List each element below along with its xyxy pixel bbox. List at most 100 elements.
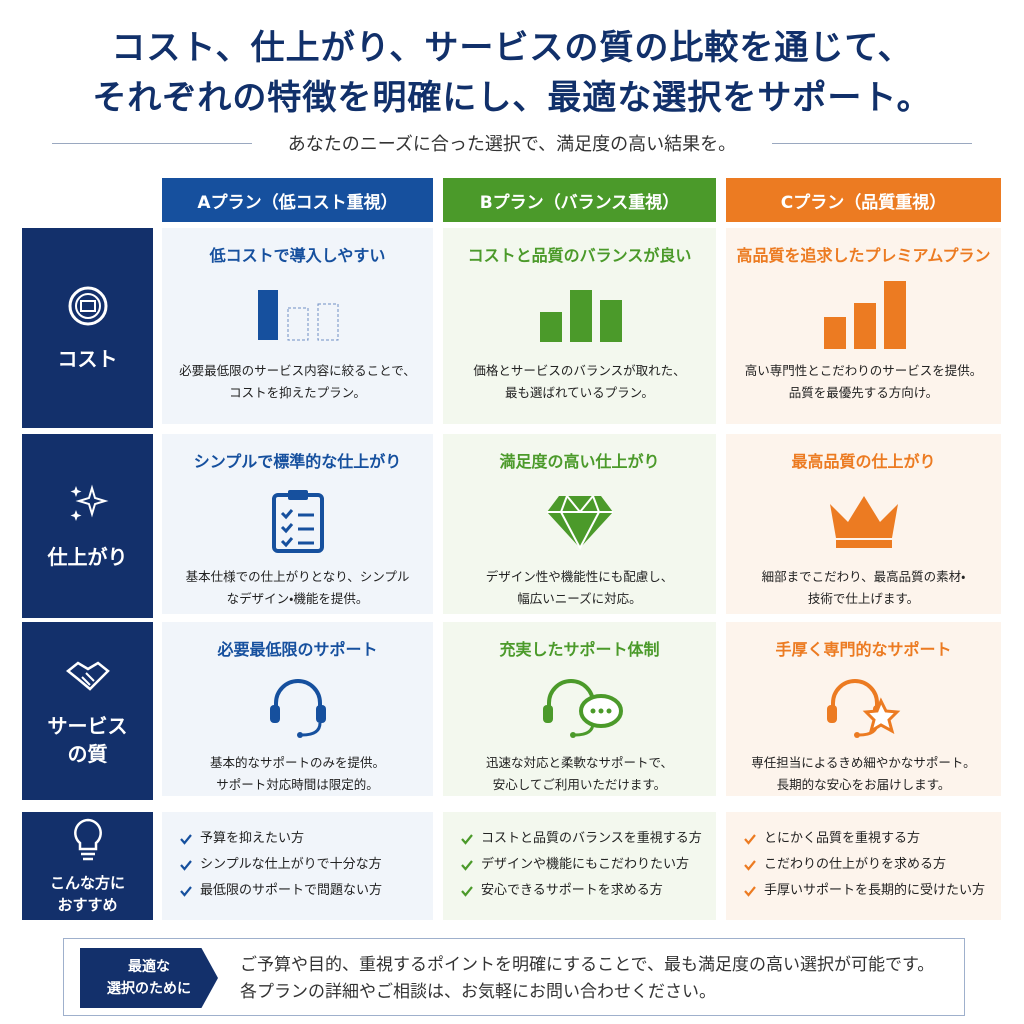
cell-description: 高い専門性とこだわりのサービスを提供。 xyxy=(744,363,983,378)
icon xyxy=(829,496,898,548)
cell-icon xyxy=(535,668,625,746)
icon xyxy=(180,860,192,871)
cell-description: コストを抑えたプラン。 xyxy=(229,385,366,400)
icon xyxy=(70,484,108,521)
recommend-text: 最低限のサポートで問題ない方 xyxy=(200,883,383,898)
comparison-cell: 充実したサポート体制迅速な対応と柔軟なサポートで、 安心してご利用いただけます。 xyxy=(443,622,716,796)
badge-line: 選択のために xyxy=(107,981,191,997)
title-line: コスト、仕上がり、サービスの質の比較を通じて、 xyxy=(111,28,913,68)
cell-description: 最も選ばれているプラン。 xyxy=(505,385,654,400)
check-icon xyxy=(180,885,192,897)
footer-line: ご予算や目的、重視するポイントを明確にすることで、最も満足度の高い選択が可能です… xyxy=(240,955,935,975)
cell-description: なデザイン・機能を提供。 xyxy=(226,591,369,606)
icon xyxy=(68,286,107,325)
icon xyxy=(546,495,613,550)
plan-header: Bプラン（バランス重視） xyxy=(443,178,716,222)
row-label-line: こんな方に xyxy=(49,874,125,892)
comparison-cell: コストと品質のバランスが良い価格とサービスのバランスが取れた、 最も選ばれているプ… xyxy=(443,228,716,424)
cell-icon xyxy=(268,480,328,560)
recommend-text: デザインや機能にもこだわりたい方 xyxy=(481,857,690,872)
comparison-cell: シンプルで標準的な仕上がり 基本仕様での仕上がりとなり、シンプル なデザイン・機能を… xyxy=(162,434,433,614)
row-label-line: おすすめ xyxy=(57,896,118,914)
row-label: こんな方に おすすめ xyxy=(22,812,153,920)
row-label-line: 仕上がり xyxy=(47,544,128,569)
row-label: 仕上がり xyxy=(22,434,153,618)
check-icon xyxy=(744,859,756,871)
row-icon xyxy=(64,655,112,702)
cell-heading: 最高品質の仕上がり xyxy=(791,452,936,471)
plan-header: Cプラン（品質重視） xyxy=(726,178,1001,222)
cell-heading: 低コストで導入しやすい xyxy=(209,246,386,265)
recommend-item: 手厚いサポートを長期的に受けたい方 xyxy=(744,878,1001,904)
icon xyxy=(461,886,473,897)
cell-description: デザイン性や機能性にも配慮し、 xyxy=(485,569,674,584)
recommend-text: 予算を抑えたい方 xyxy=(200,831,305,846)
cell-description: 基本的なサポートのみを提供。 xyxy=(209,755,385,770)
recommend-text: 手厚いサポートを長期的に受けたい方 xyxy=(764,883,986,898)
recommend-item: とにかく品質を重視する方 xyxy=(744,826,1001,852)
recommend-cell: 予算を抑えたい方シンプルな仕上がりで十分な方 最低限のサポートで問題ない方 xyxy=(162,812,433,920)
divider xyxy=(772,143,972,144)
check-icon xyxy=(461,885,473,897)
icon xyxy=(257,290,338,341)
badge-line: 最適な xyxy=(128,959,170,975)
recommend-text: こだわりの仕上がりを求める方 xyxy=(764,857,947,872)
cell-description: 迅速な対応と柔軟なサポートで、 xyxy=(485,755,673,770)
cell-icon xyxy=(814,274,914,354)
icon xyxy=(539,290,622,342)
comparison-cell: 低コストで導入しやすい 必要最低限のサービス内容に絞ることで、 コストを抑えたプラン… xyxy=(162,228,433,424)
comparison-cell: 最高品質の仕上がり 細部までこだわり、最高品質の素材・ 技術で仕上げます。 xyxy=(726,434,1001,614)
check-icon xyxy=(461,859,473,871)
recommend-text: 安心できるサポートを求める方 xyxy=(481,883,663,898)
icon xyxy=(542,679,623,738)
cell-heading: 高品質を追求したプレミアムプラン xyxy=(736,246,991,265)
cell-description: 基本仕様での仕上がりとなり、シンプル xyxy=(185,569,410,584)
row-icon xyxy=(68,816,108,868)
recommend-text: コストと品質のバランスを重視する方 xyxy=(481,831,702,846)
icon xyxy=(823,281,906,349)
cell-description: サポート対応時間は限定的。 xyxy=(216,777,379,792)
check-icon xyxy=(744,885,756,897)
cell-description: 安心してご利用いただけます。 xyxy=(492,777,667,792)
icon xyxy=(180,886,192,897)
cell-heading: 必要最低限のサポート xyxy=(217,640,378,659)
icon xyxy=(461,834,473,845)
recommend-text: シンプルな仕上がりで十分な方 xyxy=(200,857,382,872)
footer-line: 各プランの詳細やご相談は、お気軽にお問い合わせください。 xyxy=(240,982,716,1002)
recommend-cell: とにかく品質を重視する方こだわりの仕上がりを求める方手厚いサポートを長期的に受け… xyxy=(726,812,1001,920)
cell-icon xyxy=(262,668,334,746)
cell-icon xyxy=(545,480,615,560)
comparison-cell: 高品質を追求したプレミアムプラン高い専門性とこだわりのサービスを提供。 品質を最優… xyxy=(726,228,1001,424)
cell-heading: 充実したサポート体制 xyxy=(499,640,660,659)
recommend-item: こだわりの仕上がりを求める方 xyxy=(744,852,1001,878)
cell-description: 長期的な安心をお届けします。 xyxy=(776,777,951,792)
cell-description: 品質を最優先する方向け。 xyxy=(788,385,939,400)
check-icon xyxy=(180,859,192,871)
recommend-item: デザインや機能にもこだわりたい方 xyxy=(461,852,716,878)
row-icon xyxy=(66,482,110,533)
subtitle: あなたのニーズに合った選択で、満足度の高い結果を。 xyxy=(287,134,737,155)
row-label-line: コスト xyxy=(57,346,118,371)
recommend-item: 安心できるサポートを求める方 xyxy=(461,878,716,904)
check-icon xyxy=(180,833,192,845)
cell-heading: コストと品質のバランスが良い xyxy=(467,246,692,265)
row-label: サービス の質 xyxy=(22,622,153,800)
cell-description: 価格とサービスのバランスが取れた、 xyxy=(473,363,686,378)
icon xyxy=(744,886,756,897)
row-label-line: の質 xyxy=(67,741,108,766)
comparison-cell: 必要最低限のサポート基本的なサポートのみを提供。 サポート対応時間は限定的。 xyxy=(162,622,433,796)
icon xyxy=(269,679,326,738)
recommend-item: 予算を抑えたい方 xyxy=(180,826,433,852)
comparison-cell: 手厚く専門的なサポート 専任担当によるきめ細やかなサポート。 長期的な安心をお届けし… xyxy=(726,622,1001,796)
icon xyxy=(744,834,756,845)
divider xyxy=(52,143,252,144)
icon xyxy=(65,660,110,691)
icon xyxy=(271,490,324,553)
plan-header: Aプラン（低コスト重視） xyxy=(162,178,433,222)
icon xyxy=(73,818,102,861)
icon xyxy=(826,679,900,738)
cell-description: 細部までこだわり、最高品質の素材・ xyxy=(761,569,966,584)
recommend-item: コストと品質のバランスを重視する方 xyxy=(461,826,716,852)
